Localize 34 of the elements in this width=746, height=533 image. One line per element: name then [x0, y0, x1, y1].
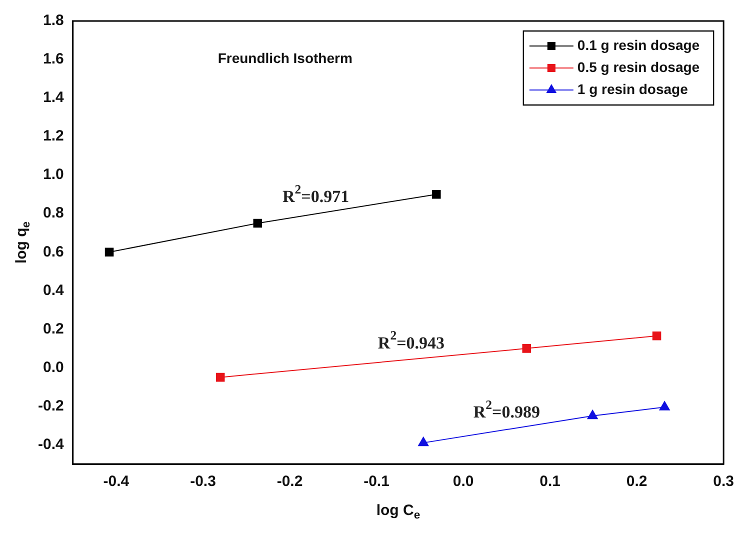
y-tick-label: 0.4	[42, 282, 64, 299]
y-tick-label: 1.4	[42, 89, 64, 106]
y-axis-title: log qe	[13, 221, 33, 264]
y-tick-label: 0.0	[42, 358, 64, 376]
y-tick-label: 0.8	[42, 204, 64, 222]
y-tick-label: 1.0	[42, 166, 64, 184]
y-tick-label: 0.2	[42, 320, 64, 338]
x-tick-label: -0.4	[103, 473, 130, 490]
y-tick-label: -0.4	[38, 436, 64, 453]
legend-label: 0.5 g resin dosage	[577, 58, 700, 75]
point	[587, 410, 598, 420]
point	[216, 372, 225, 382]
x-tick-label: -0.3	[190, 473, 216, 490]
point	[253, 218, 262, 228]
text: Freundlich Isotherm	[218, 50, 352, 66]
point	[659, 401, 670, 410]
legend-label: 1 g resin dosage	[577, 80, 688, 97]
x-tick-label: 0.0	[452, 473, 474, 490]
x-tick-label: -0.1	[364, 473, 390, 490]
x-tick-label: -0.2	[276, 473, 303, 490]
y-tick-label: -0.2	[38, 397, 64, 414]
legend-label: 0.1 g resin dosage	[577, 36, 700, 53]
x-tick-label: 0.1	[540, 473, 560, 490]
y-tick-label: 1.2	[42, 128, 64, 145]
y-tick-label: 1.6	[42, 50, 64, 68]
point	[104, 248, 114, 257]
point	[432, 190, 441, 199]
point	[522, 344, 532, 353]
y-tick-label: 0.6	[42, 243, 64, 260]
point	[418, 436, 429, 446]
x-tick-label: 0.2	[626, 473, 648, 490]
x-tick-label: 0.3	[713, 473, 734, 490]
point	[652, 332, 662, 340]
y-tick-label: 1.8	[42, 12, 64, 30]
